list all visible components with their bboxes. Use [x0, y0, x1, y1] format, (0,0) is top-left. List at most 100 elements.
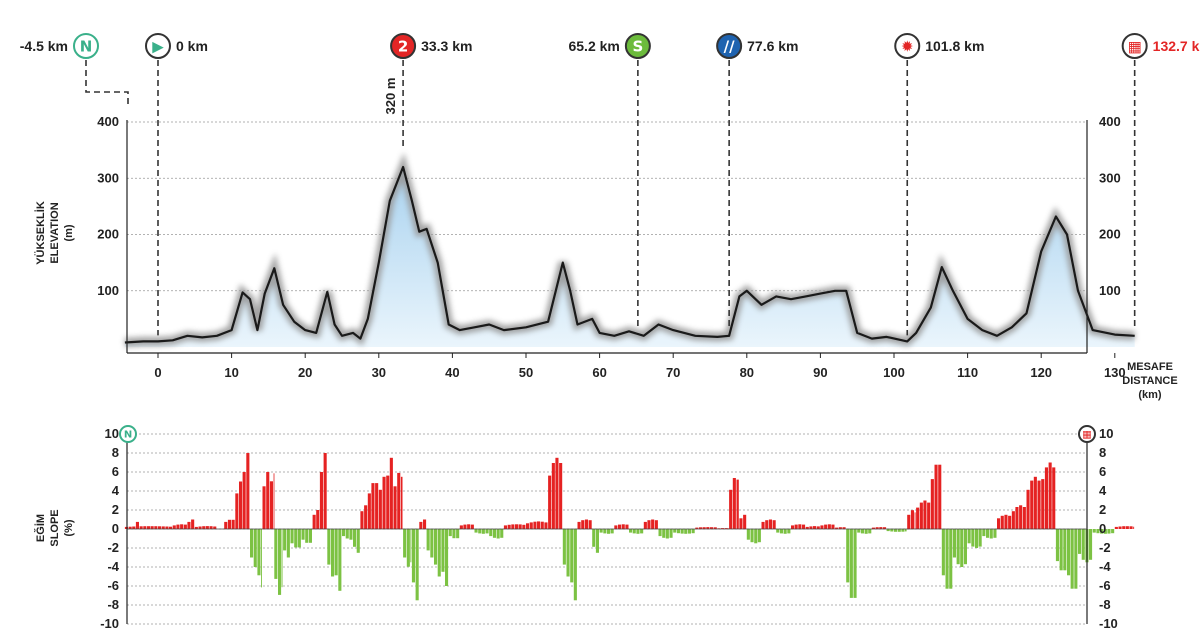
distance-tick-label: 110	[957, 365, 978, 380]
slope-bar	[886, 529, 890, 532]
slope-bar	[1037, 480, 1041, 529]
slope-bar	[316, 510, 320, 529]
slope-bar	[139, 526, 143, 529]
slope-bar	[448, 529, 452, 537]
feed-zone-icon: //	[716, 33, 743, 59]
slope-bar	[1129, 526, 1133, 529]
slope-bar	[1026, 489, 1030, 529]
finish-flag-icon-glyph: ▦	[1128, 37, 1142, 55]
slope-bar	[798, 524, 802, 530]
slope-bar	[1107, 529, 1111, 534]
slope-bar	[883, 527, 887, 529]
slope-bar	[231, 519, 235, 529]
slope-bar	[419, 521, 423, 529]
slope-bar	[1008, 515, 1012, 529]
slope-bar	[445, 529, 449, 586]
slope-bar	[456, 529, 460, 539]
slope-bar	[511, 524, 515, 529]
slope-bar	[338, 529, 342, 591]
slope-bar	[676, 529, 680, 534]
marker-label: -4.5 km	[20, 38, 68, 54]
slope-ytick-right: 2	[1099, 502, 1106, 517]
elevation-ytick-left: 300	[97, 170, 119, 185]
slope-bar	[1041, 479, 1045, 529]
slope-ytick-left: -10	[100, 616, 119, 631]
slope-bar	[1070, 529, 1074, 589]
distance-xunit: (km)	[1138, 389, 1162, 401]
slope-bar	[919, 502, 923, 529]
slope-neutral-start-icon: N	[119, 425, 137, 443]
slope-bar	[1133, 526, 1135, 529]
slope-bar	[901, 529, 905, 532]
slope-bar	[897, 529, 901, 532]
slope-bar	[364, 505, 368, 530]
slope-ytick-right: 6	[1099, 464, 1106, 479]
climb-cat2-icon-circle	[390, 33, 417, 59]
slope-bar	[618, 524, 622, 529]
slope-bar	[176, 524, 180, 529]
slope-bar	[253, 529, 257, 567]
distance-tick-label: 10	[224, 365, 238, 380]
slope-bar	[879, 527, 883, 529]
slope-bar	[235, 493, 239, 529]
slope-bar	[1100, 529, 1104, 534]
slope-bar	[1019, 505, 1023, 530]
slope-bar	[183, 524, 187, 529]
slope-bar	[729, 489, 733, 529]
slope-bar	[518, 524, 522, 529]
slope-bar	[213, 526, 217, 529]
slope-bar	[386, 475, 390, 529]
slope-bar	[842, 527, 846, 529]
slope-bar	[367, 493, 371, 529]
slope-bar	[1122, 526, 1126, 529]
slope-bar	[923, 500, 927, 529]
elevation-ytick-left: 100	[97, 283, 119, 298]
slope-bar	[577, 521, 581, 529]
climb-cat2-icon-glyph: 2	[398, 37, 408, 55]
slope-bar	[910, 510, 914, 529]
elevation-line	[124, 165, 1135, 344]
slope-bar	[787, 529, 791, 534]
slope-bar	[411, 529, 415, 583]
slope-bar	[1022, 507, 1026, 529]
slope-bar	[559, 463, 563, 529]
slope-bar	[835, 527, 839, 529]
slope-bar	[927, 502, 931, 529]
slope-bar	[349, 529, 353, 540]
distance-tick-label: 130	[1104, 365, 1126, 380]
slope-bar	[242, 472, 246, 529]
slope-bar	[680, 529, 684, 534]
slope-bar	[1011, 511, 1015, 529]
slope-bar	[283, 529, 287, 551]
slope-ytick-left: 8	[112, 445, 119, 460]
slope-bar	[500, 529, 504, 538]
slope-bar	[978, 529, 982, 547]
slope-bar	[489, 529, 493, 537]
neutral-start-icon-circle	[73, 33, 99, 59]
marker-label: 0 km	[176, 38, 208, 54]
slope-ytick-left: -8	[107, 597, 119, 612]
slope-bar	[481, 529, 485, 534]
slope-bar	[143, 526, 147, 529]
slope-bar	[765, 520, 769, 529]
slope-bar	[673, 529, 677, 533]
slope-bar	[849, 529, 853, 598]
slope-bar	[1004, 514, 1008, 530]
slope-ytick-left: 4	[112, 483, 120, 498]
slope-ytick-right: 0	[1099, 521, 1106, 536]
slope-bar	[246, 453, 250, 529]
slope-bar	[724, 528, 728, 529]
slope-ytick-right: -2	[1099, 540, 1111, 555]
slope-bar	[278, 529, 282, 595]
slope-bar	[224, 521, 228, 529]
slope-bar	[614, 525, 618, 529]
slope-bar	[654, 520, 658, 529]
slope-bar	[640, 529, 644, 534]
marker-label: 33.3 km	[421, 38, 472, 54]
slope-bar	[132, 526, 136, 529]
slope-ytick-right: 8	[1099, 445, 1106, 460]
slope-bar	[890, 529, 894, 532]
slope-bar	[262, 486, 266, 530]
slope-bar	[415, 529, 419, 601]
slope-ytick-right: -10	[1099, 616, 1118, 631]
